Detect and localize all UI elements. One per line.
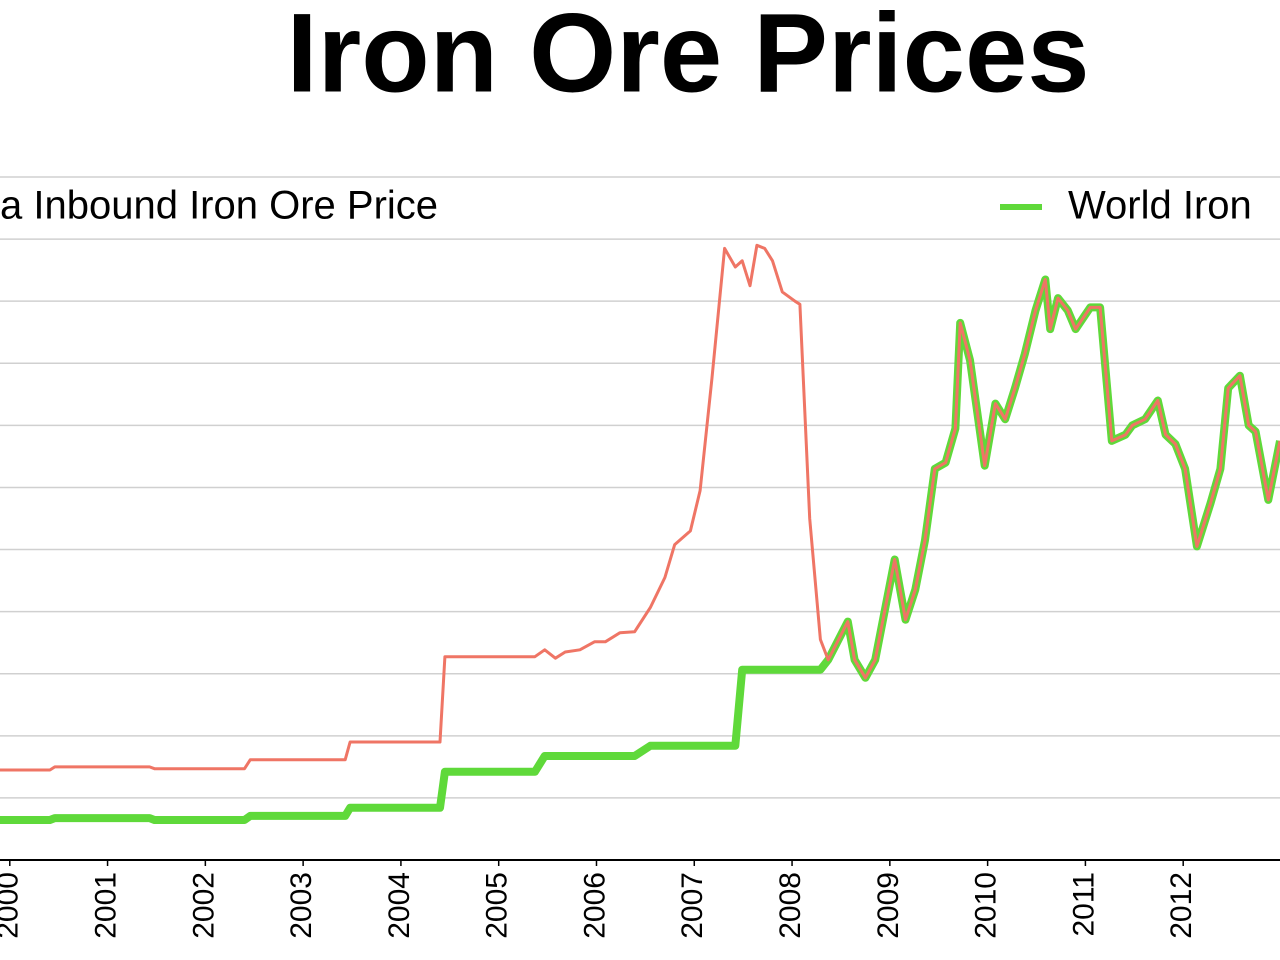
- x-tick-label: 2007: [676, 872, 709, 939]
- x-tick-label: 2009: [872, 872, 905, 939]
- legend-label: World Iron: [1068, 184, 1252, 228]
- x-tick-label: 2011: [1067, 872, 1100, 937]
- x-tick-label: 2003: [285, 872, 318, 939]
- x-tick-label: 2012: [1165, 872, 1198, 939]
- chart-title: Iron Ore Prices: [286, 0, 1089, 116]
- x-tick-label: 2002: [187, 872, 220, 939]
- x-tick-label: 2005: [481, 872, 514, 939]
- x-tick-label: 2006: [578, 872, 611, 939]
- series-line: [0, 243, 1280, 772]
- legend-label: a Inbound Iron Ore Price: [0, 184, 438, 228]
- x-tick-label: 2000: [0, 872, 25, 939]
- x-tick-label: 2001: [89, 872, 122, 939]
- x-tick-label: 2008: [774, 872, 807, 939]
- x-tick-label: 2004: [383, 872, 416, 939]
- x-tick-label: 2010: [970, 872, 1003, 939]
